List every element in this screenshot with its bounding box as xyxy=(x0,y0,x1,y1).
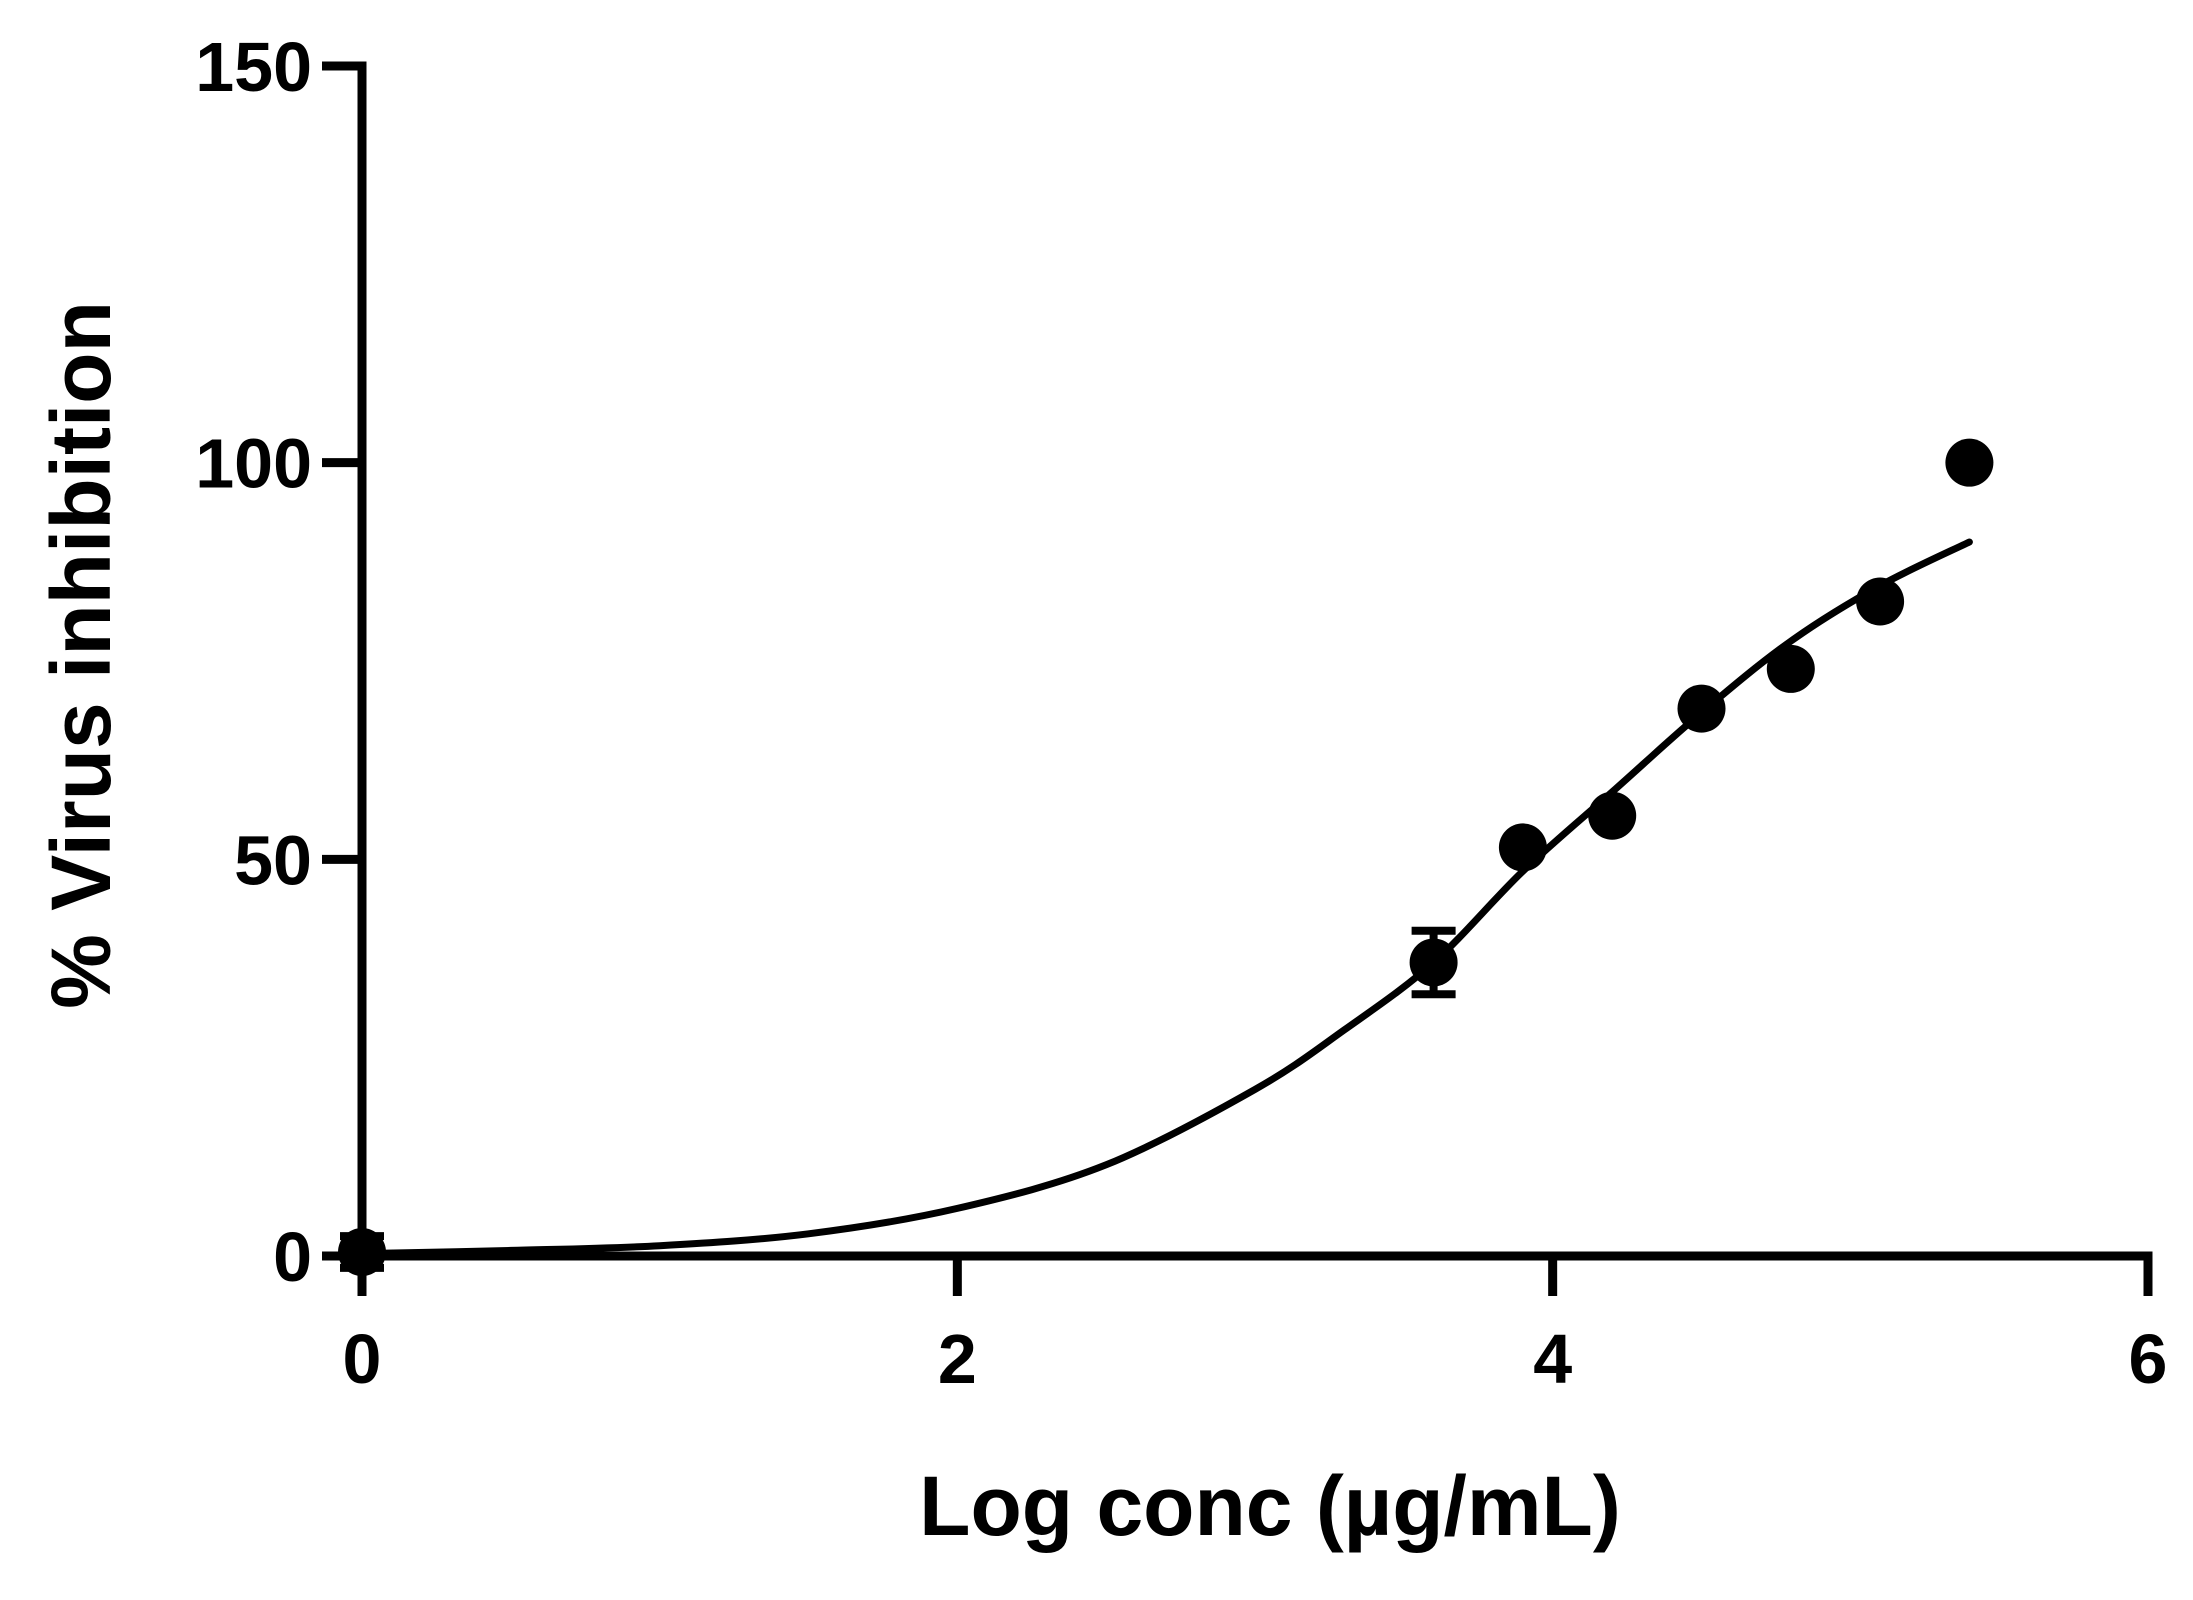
data-points-group xyxy=(338,438,1994,1277)
x-tick-label: 6 xyxy=(2129,1320,2168,1398)
x-tick-label: 4 xyxy=(1533,1320,1572,1398)
tick-labels-group: 0 50 100 150 0 2 4 6 xyxy=(195,28,2167,1398)
y-tick-label: 100 xyxy=(195,425,312,503)
fit-curve-group xyxy=(358,538,1973,1258)
fit-curve xyxy=(358,538,1973,1258)
data-point xyxy=(1945,438,1994,487)
x-axis-title: Log conc (µg/mL) xyxy=(919,1459,1621,1553)
data-point xyxy=(1588,791,1637,840)
y-axis-title: % Virus inhibition xyxy=(34,301,128,1009)
axes xyxy=(322,61,2153,1296)
data-point xyxy=(1766,644,1815,693)
x-tick-label: 0 xyxy=(343,1320,382,1398)
data-point xyxy=(338,1228,386,1277)
y-tick-label: 0 xyxy=(273,1218,312,1296)
y-tick-label: 150 xyxy=(195,28,312,106)
data-point xyxy=(1856,577,1905,626)
data-point xyxy=(1677,684,1726,733)
y-tick-label: 50 xyxy=(234,821,312,899)
data-point xyxy=(1409,938,1458,987)
x-tick-label: 2 xyxy=(938,1320,977,1398)
data-point xyxy=(1498,823,1547,872)
